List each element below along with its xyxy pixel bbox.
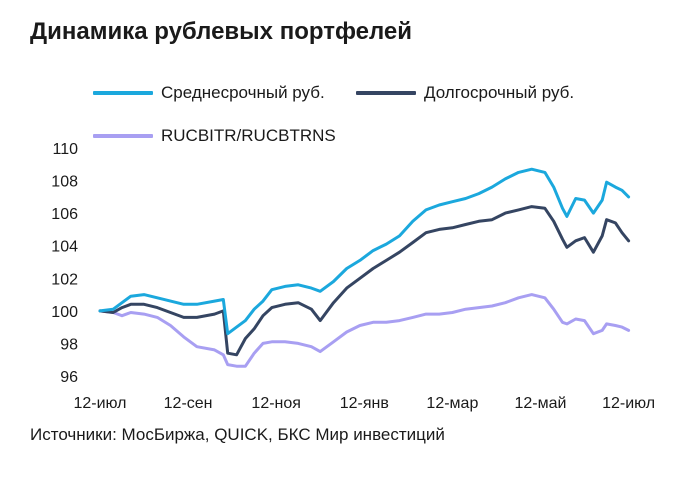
y-tick-label: 102 [51, 271, 78, 288]
legend-item-long-term: Долгосрочный руб. [356, 83, 574, 103]
x-tick-label: 12-июл [602, 395, 655, 412]
y-tick-label: 98 [60, 336, 78, 353]
source-note: Источники: МосБиржа, QUICK, БКС Мир инве… [30, 425, 445, 444]
y-tick-label: 96 [60, 369, 78, 386]
legend-swatch-medium-term [93, 91, 153, 95]
x-tick-label: 12-июл [73, 395, 126, 412]
y-tick-label: 108 [51, 174, 78, 191]
legend-item-index: RUCBITR/RUCBTRNS [93, 126, 336, 146]
y-tick-label: 104 [51, 239, 78, 256]
legend-label-medium-term: Среднесрочный руб. [161, 83, 325, 102]
x-tick-label: 12-ноя [251, 395, 301, 412]
legend-swatch-long-term [356, 91, 416, 95]
series-line-index [98, 293, 631, 368]
chart-title: Динамика рублевых портфелей [30, 18, 413, 45]
x-tick-label: 12-мар [426, 395, 478, 412]
legend-swatch-index [93, 134, 153, 138]
x-tick-label: 12-сен [164, 395, 213, 412]
legend-item-medium-term: Среднесрочный руб. [93, 83, 325, 103]
y-tick-label: 106 [51, 206, 78, 223]
series-line-long-term [98, 205, 631, 357]
series-line-medium-term [98, 167, 631, 336]
x-tick-label: 12-янв [340, 395, 389, 412]
legend-label-long-term: Долгосрочный руб. [424, 83, 575, 102]
y-tick-label: 110 [52, 141, 78, 158]
y-tick-label: 100 [51, 304, 78, 321]
x-tick-label: 12-май [515, 395, 567, 412]
legend-label-index: RUCBITR/RUCBTRNS [161, 126, 336, 145]
